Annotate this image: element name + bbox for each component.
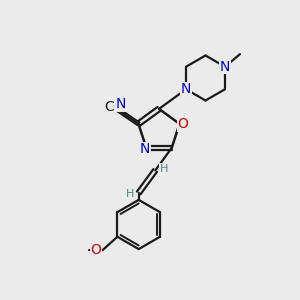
Text: O: O xyxy=(90,243,101,257)
Text: H: H xyxy=(159,164,168,174)
Text: O: O xyxy=(178,117,189,131)
Text: N: N xyxy=(181,82,191,96)
Text: N: N xyxy=(116,97,126,111)
Text: N: N xyxy=(220,60,230,74)
Text: C: C xyxy=(104,100,114,114)
Text: N: N xyxy=(140,142,150,157)
Text: H: H xyxy=(126,189,134,199)
